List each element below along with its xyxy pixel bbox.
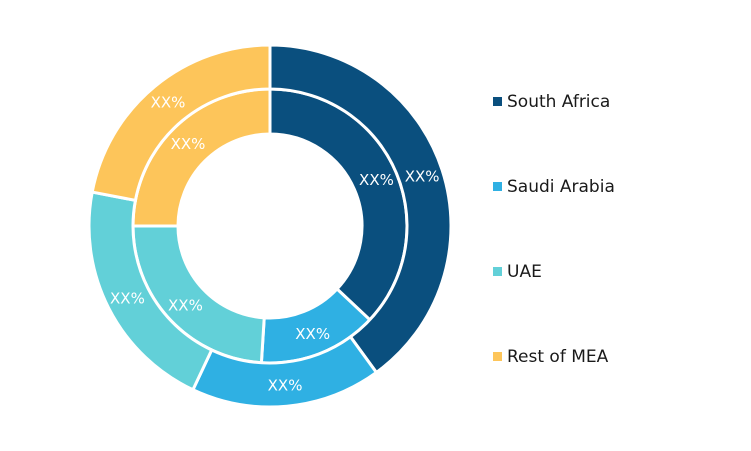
legend-swatch-2: [493, 267, 502, 276]
legend-label-3: Rest of MEA: [507, 347, 609, 367]
outer-slice-label-0: XX%: [405, 168, 440, 186]
outer-slice-label-3: XX%: [151, 94, 186, 112]
outer-slice-label-2: XX%: [110, 290, 145, 308]
chart-slices: [87, 43, 453, 409]
legend-swatch-3: [493, 352, 502, 361]
legend-swatch-1: [493, 182, 502, 191]
chart-legend: South Africa Saudi Arabia UAE Rest of MEA: [493, 92, 615, 367]
inner-slice-label-2: XX%: [168, 296, 203, 314]
outer-slice-0: [268, 43, 453, 375]
legend-swatch-0: [493, 97, 502, 106]
legend-label-0: South Africa: [507, 92, 610, 112]
outer-slice-label-1: XX%: [268, 376, 303, 394]
outer-slice-3: [90, 43, 272, 203]
chart-slice-labels: XX% XX% XX% XX% XX% XX% XX% XX%: [110, 94, 440, 395]
inner-slice-label-3: XX%: [171, 135, 206, 153]
legend-label-1: Saudi Arabia: [507, 177, 615, 197]
inner-slice-label-1: XX%: [295, 325, 330, 343]
legend-label-2: UAE: [507, 262, 542, 282]
inner-slice-label-0: XX%: [359, 171, 394, 189]
